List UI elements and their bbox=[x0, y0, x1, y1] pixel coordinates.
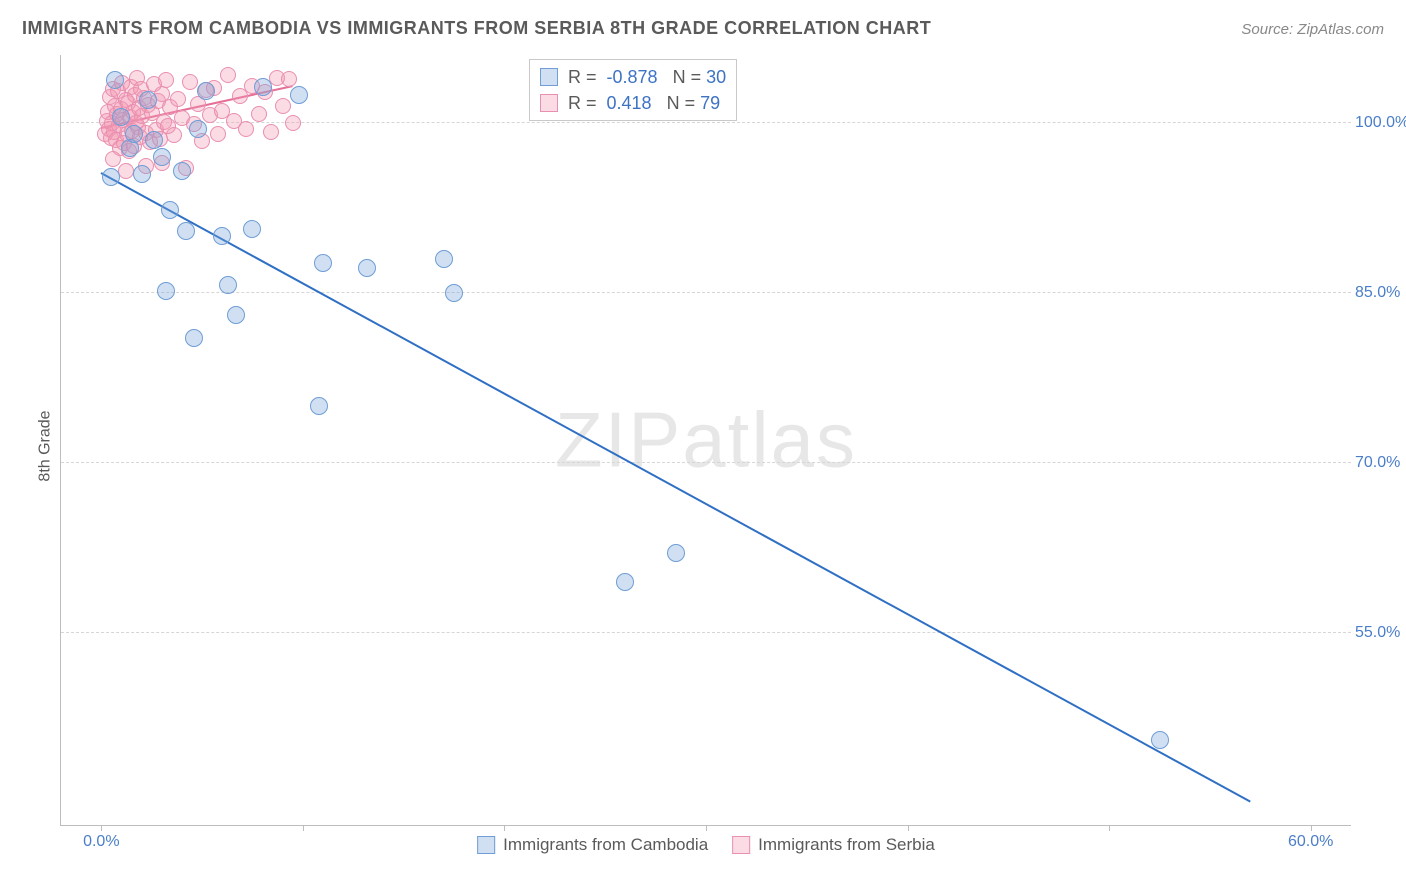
blue-point bbox=[243, 220, 261, 238]
blue-point bbox=[197, 82, 215, 100]
blue-point bbox=[1151, 731, 1169, 749]
watermark-bold: ZIP bbox=[555, 396, 682, 484]
x-tick bbox=[1311, 825, 1312, 831]
y-tick-label: 100.0% bbox=[1355, 114, 1406, 132]
gridline-h bbox=[61, 122, 1351, 123]
blue-point bbox=[254, 78, 272, 96]
legend-swatch bbox=[540, 68, 558, 86]
legend-swatch bbox=[477, 836, 495, 854]
blue-point bbox=[173, 162, 191, 180]
source-prefix: Source: bbox=[1241, 21, 1297, 38]
blue-point bbox=[219, 276, 237, 294]
blue-trend-line bbox=[101, 172, 1251, 802]
pink-point bbox=[182, 74, 198, 90]
legend-stats: R = 0.418 N = 79 bbox=[568, 90, 720, 116]
gridline-h bbox=[61, 462, 1351, 463]
x-tick bbox=[101, 825, 102, 831]
watermark: ZIPatlas bbox=[555, 395, 857, 486]
scatter-plot: ZIPatlas 55.0%70.0%85.0%100.0%0.0%60.0%R… bbox=[60, 55, 1351, 826]
correlation-legend-row: R = 0.418 N = 79 bbox=[540, 90, 726, 116]
pink-point bbox=[210, 126, 226, 142]
legend-stats: R = -0.878 N = 30 bbox=[568, 64, 726, 90]
x-tick bbox=[706, 825, 707, 831]
pink-point bbox=[158, 72, 174, 88]
chart-title: IMMIGRANTS FROM CAMBODIA VS IMMIGRANTS F… bbox=[22, 18, 931, 39]
legend-swatch bbox=[732, 836, 750, 854]
blue-point bbox=[145, 131, 163, 149]
pink-point bbox=[281, 71, 297, 87]
x-tick bbox=[908, 825, 909, 831]
pink-point bbox=[105, 151, 121, 167]
blue-point bbox=[112, 108, 130, 126]
series-legend: Immigrants from Cambodia Immigrants from … bbox=[477, 835, 935, 855]
blue-point bbox=[125, 125, 143, 143]
correlation-legend-row: R = -0.878 N = 30 bbox=[540, 64, 726, 90]
blue-point bbox=[157, 282, 175, 300]
series-legend-item: Immigrants from Cambodia bbox=[477, 835, 708, 855]
legend-swatch bbox=[540, 94, 558, 112]
blue-point bbox=[185, 329, 203, 347]
blue-point bbox=[667, 544, 685, 562]
blue-point bbox=[310, 397, 328, 415]
series-legend-label: Immigrants from Cambodia bbox=[503, 835, 708, 855]
y-tick-label: 55.0% bbox=[1355, 624, 1406, 642]
y-tick-label: 70.0% bbox=[1355, 454, 1406, 472]
blue-point bbox=[161, 201, 179, 219]
pink-point bbox=[263, 124, 279, 140]
blue-point bbox=[358, 259, 376, 277]
blue-point bbox=[153, 148, 171, 166]
blue-point bbox=[314, 254, 332, 272]
blue-point bbox=[435, 250, 453, 268]
x-tick bbox=[504, 825, 505, 831]
pink-point bbox=[238, 121, 254, 137]
pink-point bbox=[285, 115, 301, 131]
x-tick bbox=[1109, 825, 1110, 831]
pink-point bbox=[170, 91, 186, 107]
pink-point bbox=[251, 106, 267, 122]
x-tick bbox=[303, 825, 304, 831]
gridline-h bbox=[61, 632, 1351, 633]
correlation-legend: R = -0.878 N = 30R = 0.418 N = 79 bbox=[529, 59, 737, 121]
pink-point bbox=[166, 127, 182, 143]
blue-point bbox=[445, 284, 463, 302]
watermark-thin: atlas bbox=[682, 396, 857, 484]
pink-point bbox=[220, 67, 236, 83]
x-tick-label: 0.0% bbox=[83, 833, 119, 851]
blue-point bbox=[139, 91, 157, 109]
blue-point bbox=[189, 120, 207, 138]
blue-point bbox=[213, 227, 231, 245]
y-tick-label: 85.0% bbox=[1355, 284, 1406, 302]
source-name: ZipAtlas.com bbox=[1297, 21, 1384, 38]
blue-point bbox=[616, 573, 634, 591]
gridline-h bbox=[61, 292, 1351, 293]
source-label: Source: ZipAtlas.com bbox=[1241, 21, 1384, 38]
blue-point bbox=[227, 306, 245, 324]
blue-point bbox=[177, 222, 195, 240]
blue-point bbox=[290, 86, 308, 104]
blue-point bbox=[106, 71, 124, 89]
blue-point bbox=[133, 165, 151, 183]
y-axis-label: 8th Grade bbox=[37, 410, 55, 481]
pink-point bbox=[275, 98, 291, 114]
series-legend-label: Immigrants from Serbia bbox=[758, 835, 935, 855]
series-legend-item: Immigrants from Serbia bbox=[732, 835, 935, 855]
x-tick-label: 60.0% bbox=[1288, 833, 1333, 851]
blue-point bbox=[102, 168, 120, 186]
